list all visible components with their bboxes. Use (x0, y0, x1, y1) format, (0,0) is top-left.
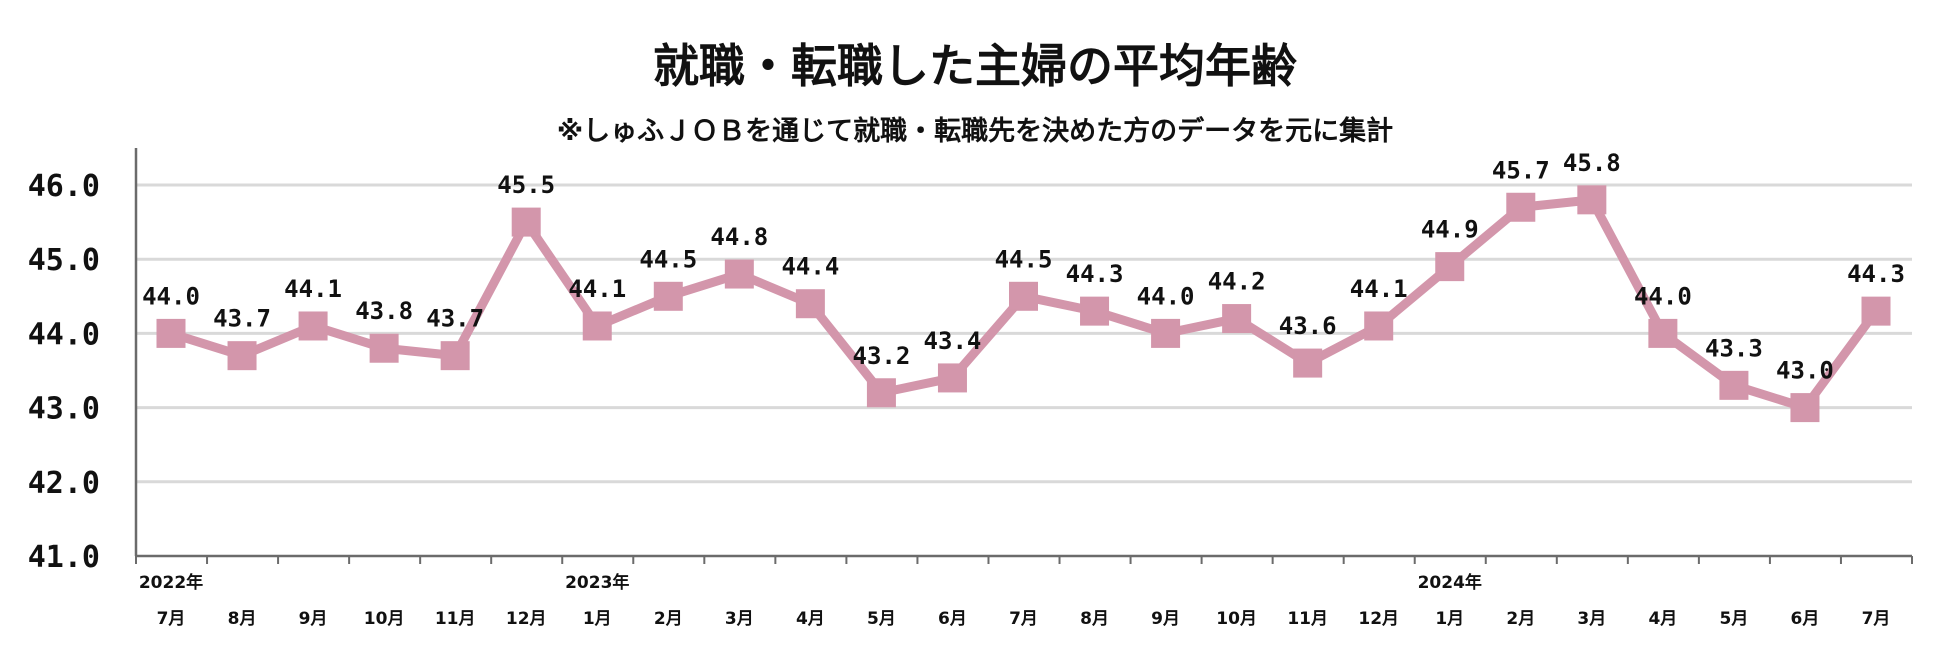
x-tick-label: 4月 (796, 609, 825, 629)
data-label: 43.7 (213, 305, 271, 333)
x-year-label: 2022年 (139, 572, 203, 593)
x-tick-label: 7月 (157, 609, 186, 629)
data-label: 44.9 (1421, 216, 1479, 244)
x-tick-label: 3月 (1577, 609, 1606, 629)
data-label: 43.4 (924, 327, 982, 355)
data-point (724, 259, 754, 289)
x-year-label: 2023年 (565, 572, 629, 593)
series-average-age (156, 185, 1891, 423)
data-point (866, 378, 896, 408)
data-point (1577, 185, 1607, 215)
x-tick-label: 10月 (1216, 609, 1257, 629)
data-point (1009, 281, 1038, 311)
x-tick-label: 5月 (867, 609, 896, 629)
data-label: 44.0 (142, 282, 200, 310)
data-point (1648, 318, 1678, 348)
x-tick-label: 1月 (1435, 609, 1464, 629)
x-tick-label: 6月 (938, 609, 967, 629)
data-label: 43.3 (1705, 334, 1763, 362)
data-label: 44.0 (1634, 282, 1692, 310)
x-tick-label: 5月 (1719, 609, 1748, 629)
x-tick-label: 6月 (1791, 609, 1820, 629)
x-tick-label: 8月 (228, 609, 257, 629)
x-tick-label: 9月 (1151, 609, 1180, 629)
data-point (1861, 296, 1891, 326)
grid-lines (136, 183, 1912, 484)
data-point (1080, 296, 1110, 326)
data-point (1719, 370, 1749, 400)
y-tick-label: 43.0 (28, 392, 100, 427)
y-axis-ticks: 46.0 45.0 44.0 43.0 42.0 41.0 (28, 169, 100, 575)
data-labels: 44.0 43.7 44.1 43.8 43.7 45.5 44.1 44.5 44.8 44.4… (142, 149, 1905, 385)
x-year-label: 2024年 (1418, 572, 1482, 593)
data-point (227, 341, 257, 371)
y-tick-label: 42.0 (28, 466, 100, 501)
y-tick-label: 41.0 (28, 540, 100, 575)
x-tick-label: 7月 (1862, 609, 1891, 629)
data-label: 43.6 (1279, 312, 1337, 340)
x-tick-label: 1月 (583, 609, 612, 629)
data-label: 44.8 (710, 223, 768, 251)
data-point (440, 341, 470, 371)
y-tick-label: 44.0 (28, 317, 100, 352)
data-label: 43.2 (853, 342, 911, 370)
x-tick-label: 12月 (1358, 609, 1399, 629)
data-point (795, 289, 825, 319)
x-tick-label: 10月 (364, 609, 405, 629)
data-label: 44.1 (284, 275, 342, 303)
data-label: 44.1 (1350, 275, 1408, 303)
data-point (582, 311, 612, 341)
data-label: 45.8 (1563, 149, 1621, 177)
data-point (369, 333, 399, 363)
data-point (1151, 318, 1181, 348)
chart-subtitle: ※しゅふＪＯＢを通じて就職・転職先を決めた方のデータを元に集計 (557, 115, 1393, 147)
data-label: 44.5 (995, 245, 1053, 273)
x-axis-ticks: 7月 8月 9月 10月 11月 12月 1月 2月 3月 4月 5月 6月 7月 8月 9月 10月 11月 1… (139, 572, 1891, 629)
data-point (156, 318, 186, 348)
data-point (1364, 311, 1394, 341)
data-point (1435, 252, 1465, 282)
x-tick-label: 7月 (1009, 609, 1038, 629)
data-point (298, 311, 328, 341)
data-point (1222, 304, 1252, 334)
data-point (937, 363, 967, 393)
data-label: 44.4 (781, 253, 839, 281)
data-point (1790, 393, 1820, 423)
x-tick-label: 12月 (506, 609, 547, 629)
data-label: 44.1 (568, 275, 626, 303)
data-label: 44.3 (1066, 260, 1124, 288)
data-label: 43.0 (1776, 357, 1834, 385)
y-tick-label: 46.0 (28, 169, 100, 204)
x-tick-label: 8月 (1080, 609, 1109, 629)
data-point (653, 281, 683, 311)
data-point (1293, 348, 1323, 378)
x-tick-label: 9月 (299, 609, 328, 629)
x-tick-label: 2月 (1506, 609, 1535, 629)
data-label: 44.2 (1208, 268, 1266, 296)
axes (134, 148, 1913, 564)
data-label: 43.8 (355, 297, 413, 325)
data-point (1506, 192, 1536, 222)
data-label: 45.7 (1492, 156, 1550, 184)
y-tick-label: 45.0 (28, 243, 100, 278)
data-label: 44.5 (639, 245, 697, 273)
data-label: 43.7 (426, 305, 484, 333)
data-label: 44.3 (1847, 260, 1905, 288)
x-tick-label: 4月 (1648, 609, 1677, 629)
data-label: 44.0 (1137, 282, 1195, 310)
x-tick-label: 2月 (654, 609, 683, 629)
data-point (511, 207, 541, 237)
x-tick-label: 3月 (725, 609, 754, 629)
data-label: 45.5 (497, 171, 555, 199)
chart-title: 就職・転職した主婦の平均年齢 (653, 39, 1297, 93)
x-tick-label: 11月 (1287, 609, 1328, 629)
x-tick-label: 11月 (435, 609, 476, 629)
